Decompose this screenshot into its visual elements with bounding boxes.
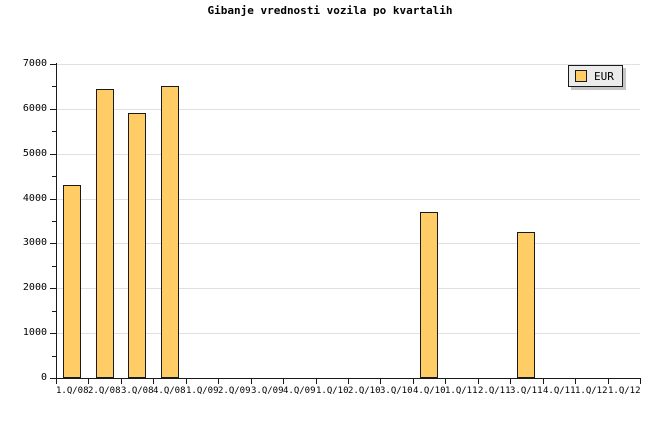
x-tick [218,379,219,384]
x-axis-label: 1.Q/11 [445,386,478,396]
bar[interactable] [96,89,114,378]
gridline [56,199,640,200]
bar[interactable] [128,113,146,378]
x-tick [445,379,446,384]
plot-area [56,64,640,378]
y-tick-major [50,109,56,110]
legend-label-eur: EUR [594,69,614,83]
bar[interactable] [420,212,438,378]
x-axis-label: 3.Q/11 [510,386,543,396]
x-tick [251,379,252,384]
x-axis-label: 1.Q/12 [575,386,608,396]
y-tick-major [50,154,56,155]
y-axis-label: 5000 [22,148,47,159]
x-tick [121,379,122,384]
x-axis-label: 1.Q/10 [316,386,349,396]
y-axis-label: 7000 [22,58,47,69]
y-tick-minor [52,131,56,132]
y-tick-major [50,243,56,244]
x-axis-label: 4.Q/11 [543,386,576,396]
x-tick [88,379,89,384]
x-tick [153,379,154,384]
x-tick [543,379,544,384]
y-tick-major [50,288,56,289]
x-axis-label: 1.Q/12 [608,386,641,396]
y-axis-label: 6000 [22,103,47,114]
x-axis-label: 4.Q/10 [413,386,446,396]
y-tick-minor [52,221,56,222]
x-axis-label: 2.Q/11 [478,386,511,396]
bar[interactable] [161,86,179,378]
x-axis-label: 1.Q/08 [56,386,89,396]
x-axis-label: 3.Q/08 [121,386,154,396]
x-axis-label: 3.Q/10 [380,386,413,396]
x-axis-label: 4.Q/08 [153,386,186,396]
y-axis-label: 3000 [22,237,47,248]
y-axis-label: 2000 [22,282,47,293]
bar[interactable] [517,232,535,378]
x-axis-line [56,378,641,379]
y-axis-label: 4000 [22,193,47,204]
chart-title: Gibanje vrednosti vozila po kvartalih [207,4,453,17]
x-tick [478,379,479,384]
x-tick [56,379,57,384]
x-tick [283,379,284,384]
gridline [56,243,640,244]
y-tick-major [50,333,56,334]
x-tick [186,379,187,384]
y-axis-line [56,63,57,379]
x-tick [575,379,576,384]
gridline [56,109,640,110]
bar[interactable] [63,185,81,378]
y-tick-major [50,199,56,200]
x-tick [510,379,511,384]
x-tick [348,379,349,384]
x-axis-label: 4.Q/09 [283,386,316,396]
x-tick [316,379,317,384]
gridline [56,288,640,289]
x-axis-label: 3.Q/09 [251,386,284,396]
x-tick [608,379,609,384]
legend-swatch-eur [575,70,587,82]
x-tick [640,379,641,384]
x-axis-label: 2.Q/08 [88,386,121,396]
y-tick-minor [52,356,56,357]
y-tick-major [50,64,56,65]
x-axis-label: 1.Q/09 [186,386,219,396]
y-axis-label: 1000 [22,327,47,338]
y-tick-major [50,378,56,379]
y-tick-minor [52,311,56,312]
gridline [56,154,640,155]
x-axis-label: 2.Q/09 [218,386,251,396]
gridline [56,64,640,65]
y-tick-minor [52,176,56,177]
y-axis-label: 0 [40,372,47,383]
x-tick [413,379,414,384]
y-tick-minor [52,86,56,87]
x-axis-label: 2.Q/10 [348,386,381,396]
chart-legend[interactable]: EUR [568,65,623,87]
y-tick-minor [52,266,56,267]
x-tick [380,379,381,384]
gridline [56,333,640,334]
